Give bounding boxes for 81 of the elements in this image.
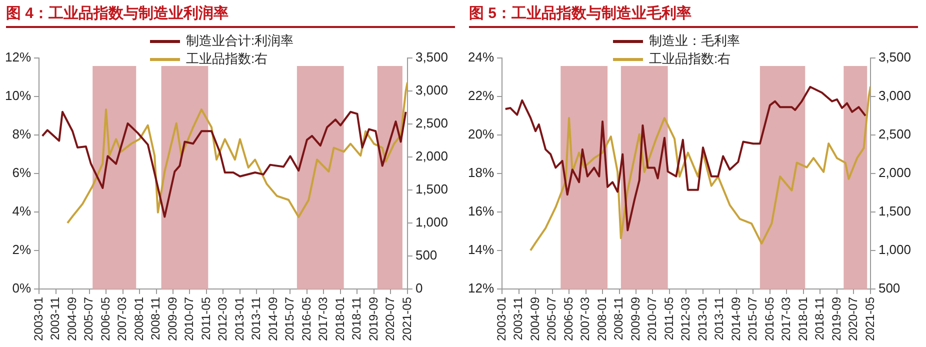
y-tick-label: 4%	[12, 204, 32, 219]
x-tick-label: 2014-09	[728, 296, 743, 342]
y2-tick-label: 1,500	[878, 204, 912, 219]
x-tick-label: 2009-09	[628, 296, 642, 342]
x-tick-label: 2021-05	[862, 296, 877, 342]
y-tick-label: 14%	[468, 242, 494, 258]
legend-label: 工业品指数:右	[186, 50, 268, 68]
y2-tick-label: 1,000	[415, 214, 448, 230]
x-tick-label: 2019-09	[829, 296, 844, 342]
y-tick-label: 10%	[4, 88, 32, 104]
x-tick-label: 2012-03	[216, 296, 230, 342]
x-tick-label: 2018-01	[796, 296, 810, 342]
y-tick-label: 20%	[468, 126, 494, 142]
legend-label: 工业品指数:右	[649, 50, 731, 68]
x-tick-label: 2008-01	[132, 296, 146, 342]
x-tick-label: 2004-09	[528, 296, 542, 342]
y2-tick-label: 1,000	[878, 242, 912, 258]
x-tick-label: 2012-03	[678, 296, 693, 342]
x-tick-label: 2003-11	[48, 296, 62, 340]
y2-tick-label: 500	[415, 248, 438, 263]
x-tick-label: 2016-05	[762, 296, 776, 342]
y2-tick-label: 2,000	[415, 148, 448, 164]
legend-label: 制造业：毛利率	[649, 32, 740, 50]
x-tick-label: 2018-11	[350, 296, 364, 340]
y-tick-label: 16%	[468, 204, 494, 219]
y2-tick-label: 0	[415, 280, 423, 296]
y-tick-label: 0%	[12, 280, 32, 296]
y2-tick-label: 500	[878, 280, 900, 296]
x-tick-label: 2020-07	[846, 296, 860, 342]
x-tick-label: 2021-05	[400, 296, 414, 342]
x-tick-label: 2016-05	[299, 296, 314, 342]
x-tick-label: 2018-01	[332, 296, 347, 342]
x-tick-label: 2007-03	[578, 296, 592, 342]
y2-tick-label: 2,000	[878, 165, 912, 180]
y-tick-label: 24%	[468, 50, 494, 65]
x-tick-label: 2005-07	[544, 296, 559, 342]
x-tick-label: 2017-03	[779, 296, 794, 342]
x-tick-label: 2009-09	[165, 296, 180, 342]
y2-tick-label: 2,500	[415, 116, 448, 131]
x-tick-label: 2008-01	[594, 296, 609, 342]
chart-title: 图 4：工业品指数与制造业利润率	[6, 4, 455, 28]
x-tick-label: 2006-05	[561, 296, 576, 342]
y2-tick-label: 2,500	[878, 126, 912, 142]
x-tick-label: 2013-01	[695, 296, 710, 342]
x-tick-label: 2013-11	[712, 296, 726, 340]
y-tick-label: 12%	[4, 50, 32, 65]
x-tick-label: 2003-11	[511, 296, 526, 340]
x-tick-label: 2011-05	[198, 296, 213, 340]
x-tick-label: 2019-09	[366, 296, 380, 342]
x-tick-label: 2008-11	[612, 296, 626, 340]
x-tick-label: 2008-11	[148, 296, 163, 340]
x-tick-label: 2014-09	[266, 296, 280, 342]
y-tick-label: 22%	[468, 88, 494, 104]
legend-label: 制造业合计:利润率	[186, 32, 294, 50]
x-tick-label: 2015-07	[746, 296, 760, 342]
y-tick-label: 2%	[12, 242, 32, 258]
x-tick-label: 2015-07	[282, 296, 297, 342]
x-tick-label: 2018-11	[812, 296, 827, 340]
y2-tick-label: 3,500	[878, 50, 912, 65]
y-tick-label: 18%	[468, 165, 494, 180]
y-tick-label: 6%	[12, 165, 32, 180]
x-tick-label: 2004-09	[64, 296, 79, 342]
x-tick-label: 2003-01	[494, 296, 508, 342]
x-tick-label: 2020-07	[383, 296, 398, 342]
x-tick-label: 2003-01	[31, 296, 46, 342]
y2-tick-label: 3,000	[415, 82, 448, 98]
x-tick-label: 2013-11	[249, 296, 264, 340]
x-tick-label: 2017-03	[316, 296, 330, 342]
x-tick-label: 2011-05	[662, 296, 676, 340]
y-tick-label: 8%	[12, 126, 32, 142]
y2-tick-label: 1,500	[415, 182, 448, 197]
y2-tick-label: 3,500	[415, 50, 448, 65]
x-tick-label: 2010-07	[182, 296, 196, 342]
x-tick-label: 2007-03	[115, 296, 130, 342]
y2-tick-label: 3,000	[878, 88, 912, 104]
x-tick-label: 2013-01	[232, 296, 246, 342]
x-tick-label: 2010-07	[645, 296, 660, 342]
x-tick-label: 2006-05	[98, 296, 112, 342]
x-tick-label: 2005-07	[82, 296, 96, 342]
chart-title: 图 5：工业品指数与制造业毛利率	[469, 4, 918, 28]
y-tick-label: 12%	[468, 280, 494, 296]
